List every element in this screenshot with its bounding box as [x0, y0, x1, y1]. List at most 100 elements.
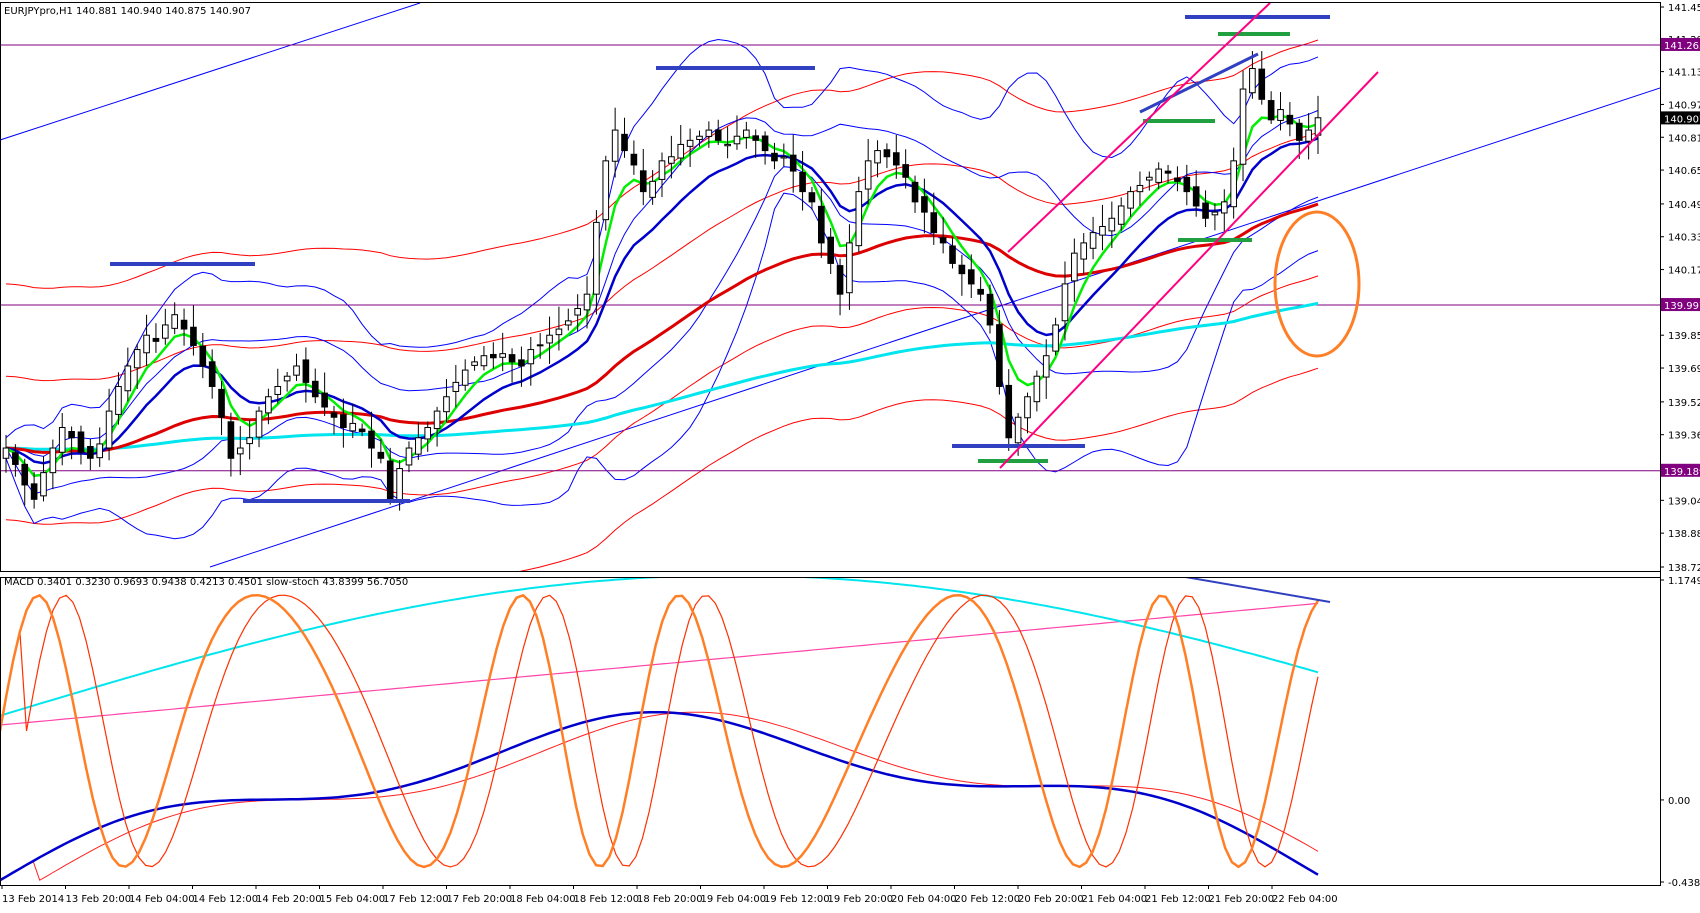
candle-body	[87, 446, 94, 459]
candle-body	[864, 160, 872, 190]
trendline-upper-left	[1, 3, 421, 141]
time-tick-label: 17 Feb 12:00	[383, 894, 449, 905]
price-tick-label: 139.850	[1668, 331, 1700, 342]
bollinger-inner-lower	[5, 166, 1319, 495]
candle-body	[2, 447, 10, 459]
candle-body	[846, 242, 853, 294]
price-tick-label: 139.045	[1668, 496, 1700, 507]
candle-body	[705, 129, 713, 137]
candle-body	[621, 133, 628, 152]
candle-body	[415, 437, 422, 455]
price-tag-label: 139.997	[1664, 301, 1700, 312]
time-tick-label: 21 Feb 04:00	[1082, 894, 1148, 905]
price-tag-0: 141.265	[1661, 37, 1700, 52]
candle-body	[1099, 225, 1106, 236]
candle-body	[180, 319, 188, 330]
price-tick-label: 139.525	[1668, 398, 1700, 409]
candle-body	[30, 483, 38, 500]
candle-body	[68, 430, 75, 439]
price-tick-label: 139.690	[1668, 364, 1700, 375]
candle-body	[967, 269, 975, 285]
candle-body	[874, 150, 881, 164]
candle-body	[1071, 252, 1078, 282]
time-tick-label: 14 Feb 20:00	[256, 894, 322, 905]
price-tag-bg	[1661, 298, 1700, 312]
candle-body	[1052, 324, 1059, 352]
time-tick-label: 18 Feb 04:00	[510, 894, 576, 905]
time-tick-label: 22 Feb 04:00	[1272, 894, 1338, 905]
time-tick-label: 19 Feb 20:00	[828, 894, 894, 905]
candle-body	[836, 265, 844, 295]
candle-body	[1277, 109, 1284, 121]
candle-body	[1211, 211, 1219, 216]
candle-body	[583, 293, 591, 311]
time-tick-label: 15 Feb 04:00	[320, 894, 386, 905]
candle-body	[1220, 201, 1228, 214]
candle-body	[1014, 416, 1022, 444]
candle-body	[1033, 375, 1041, 403]
candle-body	[668, 156, 675, 164]
candle-body	[236, 447, 244, 455]
candle-body	[255, 410, 263, 438]
macd-pink-line	[1, 602, 1319, 726]
candle-body	[274, 385, 282, 395]
candle-body	[939, 237, 947, 244]
candle-body	[902, 164, 909, 178]
candle-body	[1061, 283, 1069, 322]
time-tick-label: 19 Feb 12:00	[764, 894, 830, 905]
candle-body	[921, 196, 928, 213]
candle-body	[649, 180, 656, 198]
price-tag-label: 139.189	[1664, 467, 1700, 478]
candle-body	[1239, 88, 1247, 165]
candle-body	[686, 139, 694, 147]
indicator-tick-label: -0.4385	[1668, 878, 1700, 889]
candle-body	[602, 160, 610, 221]
candle-body	[593, 221, 600, 295]
candle-body	[1174, 177, 1181, 182]
price-tick-label: 141.135	[1668, 68, 1700, 79]
candle-body	[564, 320, 572, 326]
candle-body	[330, 412, 338, 418]
candle-body	[152, 337, 160, 342]
candle-body	[283, 375, 291, 382]
candle-body	[1295, 122, 1303, 141]
envelope-inner-lower	[5, 275, 1319, 525]
time-tick-label: 20 Feb 04:00	[891, 894, 957, 905]
candle-body	[349, 422, 357, 432]
candle-body	[546, 334, 553, 344]
candle-body	[490, 353, 497, 359]
candle-body	[368, 430, 375, 449]
bollinger-lower	[5, 192, 1319, 540]
candle-body	[162, 324, 169, 339]
stoch-main-line	[1, 593, 1320, 869]
candle-body	[1089, 232, 1097, 249]
candle-body	[977, 288, 984, 295]
price-tag-bg	[1661, 463, 1700, 477]
candle-body	[1230, 160, 1237, 208]
candle-body	[733, 135, 741, 145]
channel-upper-magenta	[1007, 3, 1271, 253]
price-tick-label: 140.815	[1668, 133, 1700, 144]
time-tick-label: 20 Feb 12:00	[955, 894, 1021, 905]
candle-body	[199, 345, 207, 367]
candle-body	[171, 314, 178, 329]
candle-body	[696, 135, 703, 140]
indicator-tick-label: 1.1749	[1668, 576, 1700, 587]
candle-body	[1258, 68, 1266, 100]
candle-body	[536, 344, 544, 347]
time-tick-label: 13 Feb 20:00	[66, 894, 132, 905]
ema-long-line	[5, 301, 1319, 451]
candle-body	[658, 160, 666, 180]
candle-body	[12, 452, 19, 465]
candle-body	[799, 172, 806, 193]
candle-body	[574, 308, 581, 316]
candle-body	[1146, 176, 1153, 181]
candle-body	[555, 328, 563, 336]
ema-mid-line	[5, 137, 1319, 465]
candle-body	[424, 427, 432, 440]
candle-body	[461, 369, 469, 386]
price-tag-bg	[1661, 37, 1700, 51]
candle-body	[911, 181, 919, 203]
